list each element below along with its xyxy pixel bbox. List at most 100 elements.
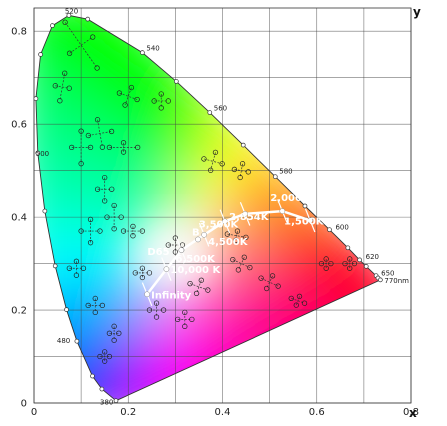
- cct-label: 2,000 K: [270, 193, 314, 204]
- ellipse-cross: [104, 202, 124, 232]
- planck-point: [279, 208, 286, 214]
- ellipse-cross: [132, 265, 153, 281]
- ellipse-cross: [342, 256, 358, 271]
- locus-point: [66, 13, 72, 18]
- spectral-locus-points: [33, 13, 383, 404]
- wavelength-label: 520: [65, 7, 78, 15]
- macadam-ellipse-markers: [52, 19, 358, 364]
- locus-point: [240, 142, 246, 148]
- locus-point: [74, 338, 80, 344]
- wavelength-label: 380: [100, 399, 113, 407]
- y-tick-label: 0.2: [11, 306, 27, 317]
- locus-point: [42, 208, 48, 214]
- planck-point: [222, 218, 228, 225]
- planck-point: [195, 236, 201, 243]
- planckian-locus-points: [144, 208, 314, 298]
- ellipse-cross: [201, 149, 225, 173]
- cct-label: 4,500K: [208, 237, 249, 248]
- locus-point: [327, 227, 332, 233]
- x-axis-label: x: [409, 406, 417, 420]
- cct-label: 2,854K: [229, 212, 270, 223]
- ellipse-cross: [230, 254, 253, 273]
- ellipse-cross: [85, 295, 105, 316]
- locus-point: [345, 245, 351, 251]
- ellipse-cross: [258, 273, 281, 292]
- ellipse-cross: [224, 228, 249, 243]
- wavelength-label: 500: [36, 150, 49, 158]
- planck-point: [307, 217, 314, 224]
- ellipse-cross: [165, 235, 186, 255]
- locus-point: [90, 373, 95, 379]
- grid-lines: [33, 7, 412, 404]
- x-tick-label: 0.2: [120, 407, 136, 418]
- planck-point: [242, 211, 248, 217]
- wavelength-label: 770nm: [384, 277, 409, 285]
- ellipse-cross: [120, 223, 146, 239]
- wavelength-label: 620: [366, 253, 379, 261]
- ellipse-cross: [175, 309, 195, 329]
- planck-point: [178, 247, 185, 253]
- x-tick-label: 0.6: [309, 407, 325, 418]
- locus-point: [378, 277, 383, 283]
- planck-point: [201, 231, 207, 238]
- locus-point: [113, 398, 119, 404]
- planck-point: [144, 291, 150, 298]
- y-axis-ticks: 0 0.2 0.4 0.6 0.8: [11, 27, 27, 410]
- x-tick-label: 0.8: [403, 407, 419, 418]
- locus-point: [64, 307, 69, 312]
- ellipse-cross: [85, 117, 115, 150]
- ellipse-cross: [62, 19, 100, 71]
- wavelength-label: 580: [279, 168, 292, 176]
- ellipse-cross: [146, 300, 167, 320]
- ellipse-cross: [288, 293, 308, 308]
- ellipse-cross: [187, 277, 211, 297]
- ellipse-cross: [97, 349, 113, 364]
- wavelength-label: 480: [57, 337, 70, 345]
- y-tick-label: 0.8: [11, 27, 27, 38]
- locus-point: [52, 263, 58, 269]
- locus-point: [272, 174, 278, 180]
- y-axis-label: y: [413, 5, 421, 19]
- ellipse-cross: [69, 128, 94, 167]
- ellipse-cross: [52, 70, 72, 104]
- cct-label: 10,000 K: [170, 265, 221, 276]
- ellipse-cross: [66, 258, 87, 278]
- cct-label: 3,500K: [199, 219, 240, 230]
- ellipse-cross: [78, 216, 103, 246]
- locus-point: [99, 386, 105, 392]
- x-tick-label: 0.4: [215, 407, 231, 418]
- x-axis-ticks: 0 0.2 0.4 0.6 0.8: [31, 407, 419, 418]
- cct-label: D65: [147, 247, 169, 258]
- ellipse-cross: [116, 84, 140, 108]
- ellipse-cross: [106, 323, 122, 343]
- cct-label: B: [192, 227, 200, 238]
- y-tick-label: 0: [21, 399, 27, 410]
- locus-point: [357, 257, 362, 263]
- locus-point: [38, 52, 43, 57]
- ellipse-cross: [106, 140, 141, 155]
- locus-point: [173, 79, 179, 84]
- locus-point: [207, 110, 213, 115]
- ellipse-cross: [318, 256, 334, 271]
- ellipse-cross: [151, 91, 171, 111]
- locus-point: [50, 23, 55, 29]
- ellipse-cross: [231, 161, 251, 181]
- planckian-locus-line: [146, 209, 311, 296]
- cct-label: 1,500K: [284, 216, 325, 227]
- locus-point: [85, 16, 91, 22]
- wavelength-label: 600: [335, 224, 348, 232]
- locus-point: [33, 96, 39, 101]
- wavelength-label: 650: [381, 270, 394, 278]
- y-tick-label: 0.4: [11, 213, 27, 224]
- locus-point: [35, 150, 41, 156]
- locus-point: [302, 203, 308, 209]
- y-tick-label: 0.6: [11, 120, 27, 131]
- cct-label: 6,500K: [176, 254, 217, 265]
- cct-label: Infinity: [151, 290, 192, 301]
- locus-point: [363, 264, 369, 269]
- wavelength-label: 540: [146, 45, 159, 53]
- x-tick-label: 0: [31, 407, 37, 418]
